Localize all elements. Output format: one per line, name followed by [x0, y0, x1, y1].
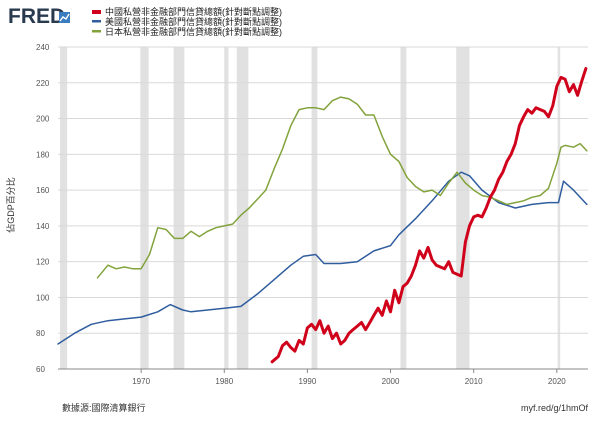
- recession-band: [173, 47, 185, 369]
- y-tick-label: 240: [36, 43, 50, 52]
- series-line-0: [270, 67, 588, 364]
- permalink[interactable]: myf.red/g/1hmOf: [521, 403, 589, 413]
- x-tick-label: 1980: [215, 377, 233, 386]
- x-tick-label: 1970: [132, 377, 150, 386]
- y-tick-label: 80: [36, 329, 45, 338]
- y-tick-label: 200: [36, 115, 50, 124]
- recession-band: [60, 47, 68, 369]
- legend-label: 中國私營非金融部門信貸總額(針對斷點調整): [105, 6, 282, 17]
- plot-area: 60 80 100 120 140 160 180 200 220 240 1970 1980 1990…: [36, 43, 588, 386]
- y-tick-label: 160: [36, 186, 50, 195]
- y-tick-label: 140: [36, 222, 50, 231]
- y-tick-label: 180: [36, 150, 50, 159]
- recession-band: [236, 47, 249, 369]
- y-tick-label: 100: [36, 293, 50, 302]
- y-tick-label: 220: [36, 79, 50, 88]
- plot-background: [58, 47, 588, 369]
- series-line-1: [57, 171, 588, 345]
- recession-band: [311, 47, 318, 369]
- recession-band: [456, 47, 470, 369]
- recession-band: [140, 47, 149, 369]
- legend: 中國私營非金融部門信貸總額(針對斷點調整)美國私營非金融部門信貸總額(針對斷點調…: [92, 6, 282, 37]
- legend-label: 日本私營非金融部門信貸總額(針對斷點調整): [105, 26, 282, 37]
- fred-logo-text: FRED: [8, 5, 65, 28]
- legend-swatch: [92, 20, 101, 23]
- x-tick-label: 2020: [548, 377, 566, 386]
- x-tick-label: 1990: [299, 377, 317, 386]
- y-axis-label: 佔GDP百分比: [5, 177, 16, 233]
- y-tick-label: 60: [36, 365, 45, 374]
- fred-logo[interactable]: FRED: [8, 5, 70, 28]
- fred-logo-icon: [59, 12, 70, 23]
- y-tick-label: 120: [36, 258, 50, 267]
- legend-label: 美國私營非金融部門信貸總額(針對斷點調整): [105, 16, 282, 27]
- recession-band: [224, 47, 229, 369]
- series-line-2: [96, 96, 588, 279]
- recession-band: [400, 47, 407, 369]
- recession-band: [557, 47, 561, 369]
- x-tick-label: 2010: [465, 377, 483, 386]
- legend-swatch: [92, 30, 101, 33]
- source-note: 數據源:國際清算銀行: [62, 402, 146, 413]
- x-tick-label: 2000: [382, 377, 400, 386]
- legend-swatch: [92, 10, 101, 14]
- y-axis-label-group: 佔GDP百分比: [5, 177, 16, 233]
